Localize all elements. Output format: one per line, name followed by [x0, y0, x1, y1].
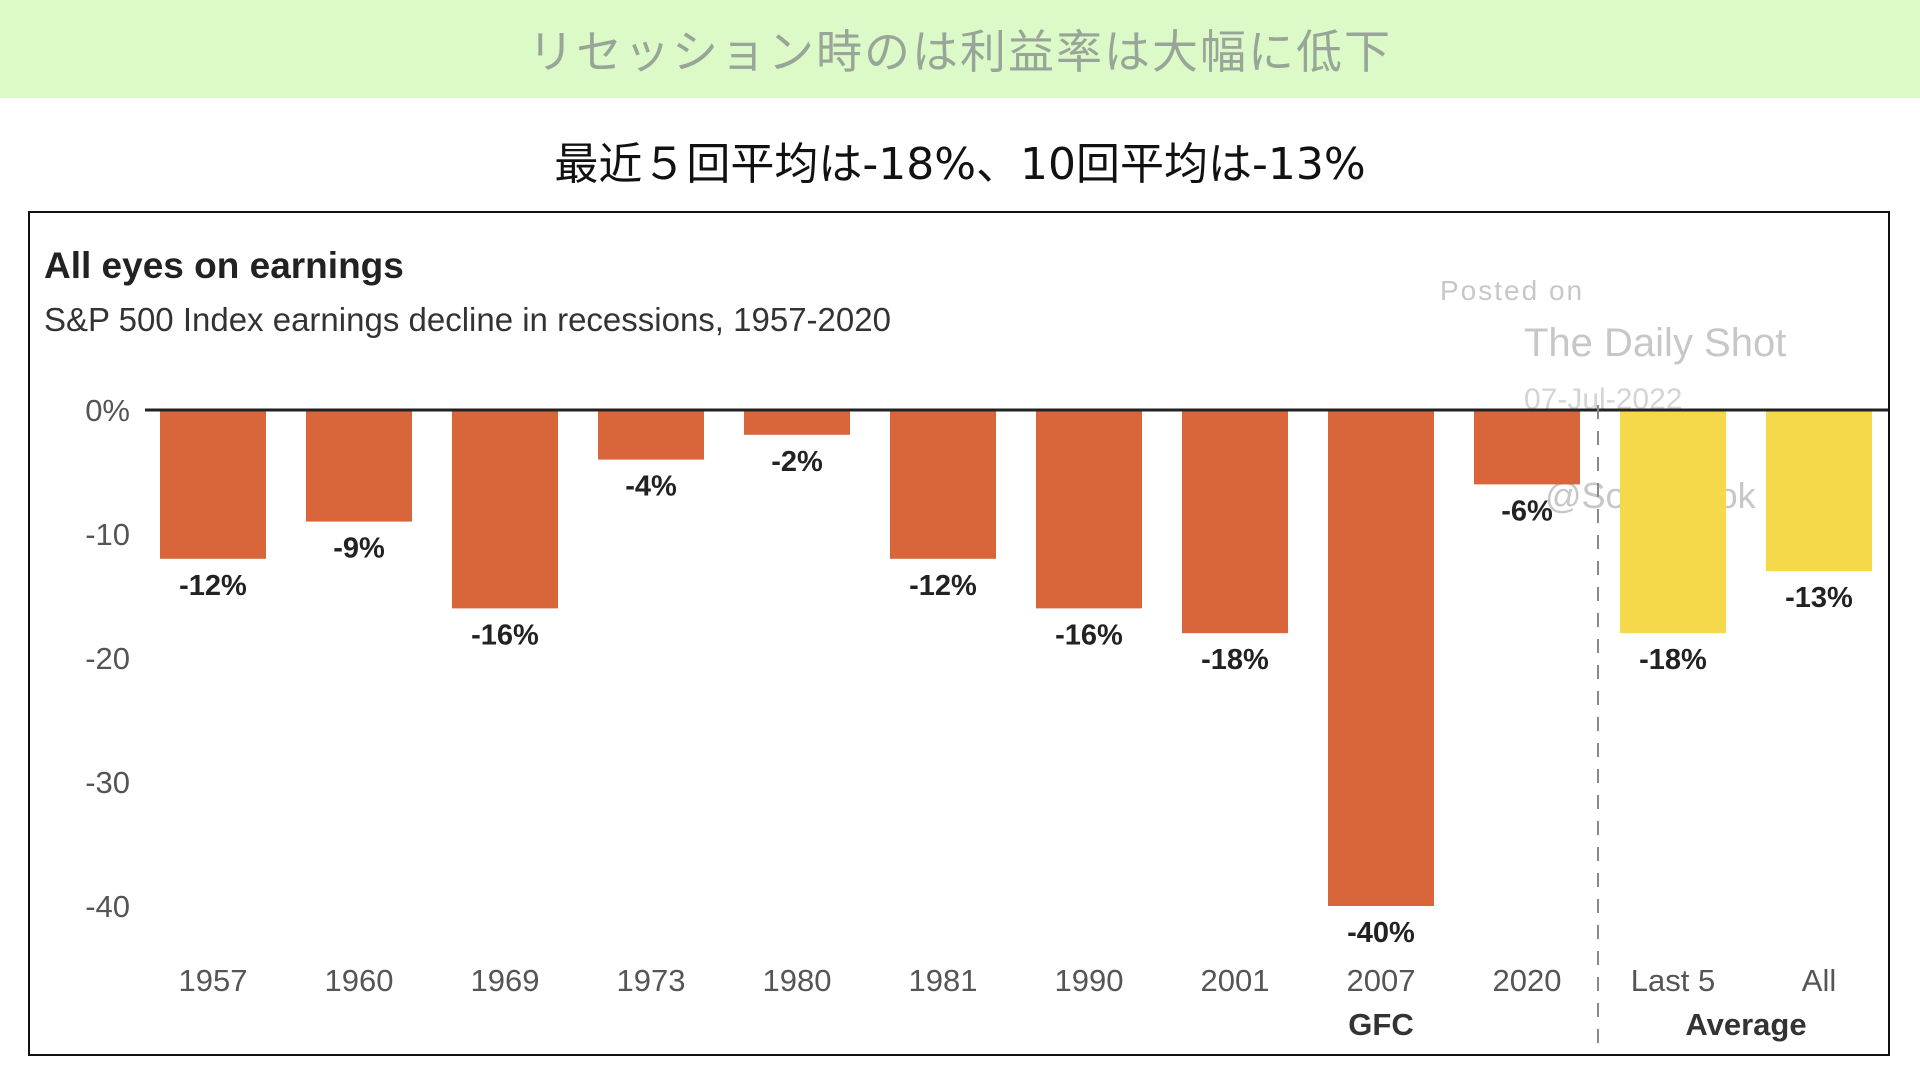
bar — [744, 410, 850, 435]
bar-value-label: -13% — [1785, 582, 1853, 614]
bar — [452, 410, 558, 609]
bar — [1474, 410, 1580, 485]
page-subtitle: 最近５回平均は-18%、10回平均は-13% — [554, 139, 1366, 190]
chart-frame: All eyes on earnings S&P 500 Index earni… — [28, 211, 1890, 1056]
bar-value-label: -16% — [1055, 619, 1123, 651]
y-tick-label: 0% — [85, 393, 130, 428]
x-category-label: 1973 — [617, 963, 686, 998]
x-category-label: 1960 — [325, 963, 394, 998]
watermark-source: The Daily Shot — [1524, 321, 1787, 365]
x-category-label: All — [1802, 963, 1836, 998]
chart-title: All eyes on earnings — [44, 245, 404, 286]
y-tick-label: -10 — [85, 517, 130, 552]
y-tick-label: -40 — [85, 889, 130, 924]
x-category-label: 1969 — [471, 963, 540, 998]
bar — [306, 410, 412, 522]
banner: リセッション時のは利益率は大幅に低下 — [0, 0, 1920, 98]
bar — [890, 410, 996, 559]
chart-subtitle: S&P 500 Index earnings decline in recess… — [44, 301, 891, 338]
x-category-label: 2001 — [1201, 963, 1270, 998]
y-tick-label: -30 — [85, 765, 130, 800]
bar-value-label: -2% — [771, 446, 823, 478]
bar-value-label: -18% — [1639, 644, 1707, 676]
x-category-label: 2007 — [1347, 963, 1416, 998]
bar — [1182, 410, 1288, 634]
bar-value-label: -9% — [333, 533, 385, 565]
x-sublabel: GFC — [1348, 1007, 1413, 1042]
y-tick-label: -20 — [85, 641, 130, 676]
bar — [598, 410, 704, 460]
average-group-label: Average — [1685, 1007, 1806, 1042]
watermark-posted: Posted on — [1440, 275, 1585, 306]
bar — [160, 410, 266, 559]
bar-value-label: -40% — [1347, 917, 1415, 949]
x-category-label: 2020 — [1493, 963, 1562, 998]
x-category-label: Last 5 — [1631, 963, 1715, 998]
bar — [1328, 410, 1434, 906]
bar-value-label: -18% — [1201, 644, 1269, 676]
bar — [1036, 410, 1142, 609]
x-category-label: 1957 — [179, 963, 248, 998]
x-category-label: 1980 — [763, 963, 832, 998]
bar-chart: 0% -10 -20 -30 -40 -12% 1957 -9% 1960 -16% 1969 -4%… — [85, 393, 1888, 1051]
banner-title: リセッション時のは利益率は大幅に低下 — [528, 25, 1392, 79]
bar-value-label: -4% — [625, 471, 677, 503]
bar — [1620, 410, 1726, 634]
bar — [1766, 410, 1872, 572]
bar-value-label: -12% — [909, 570, 977, 602]
x-category-label: 1990 — [1055, 963, 1124, 998]
x-category-label: 1981 — [909, 963, 978, 998]
bar-value-label: -12% — [179, 570, 247, 602]
bar-value-label: -16% — [471, 619, 539, 651]
bar-value-label: -6% — [1501, 495, 1553, 527]
